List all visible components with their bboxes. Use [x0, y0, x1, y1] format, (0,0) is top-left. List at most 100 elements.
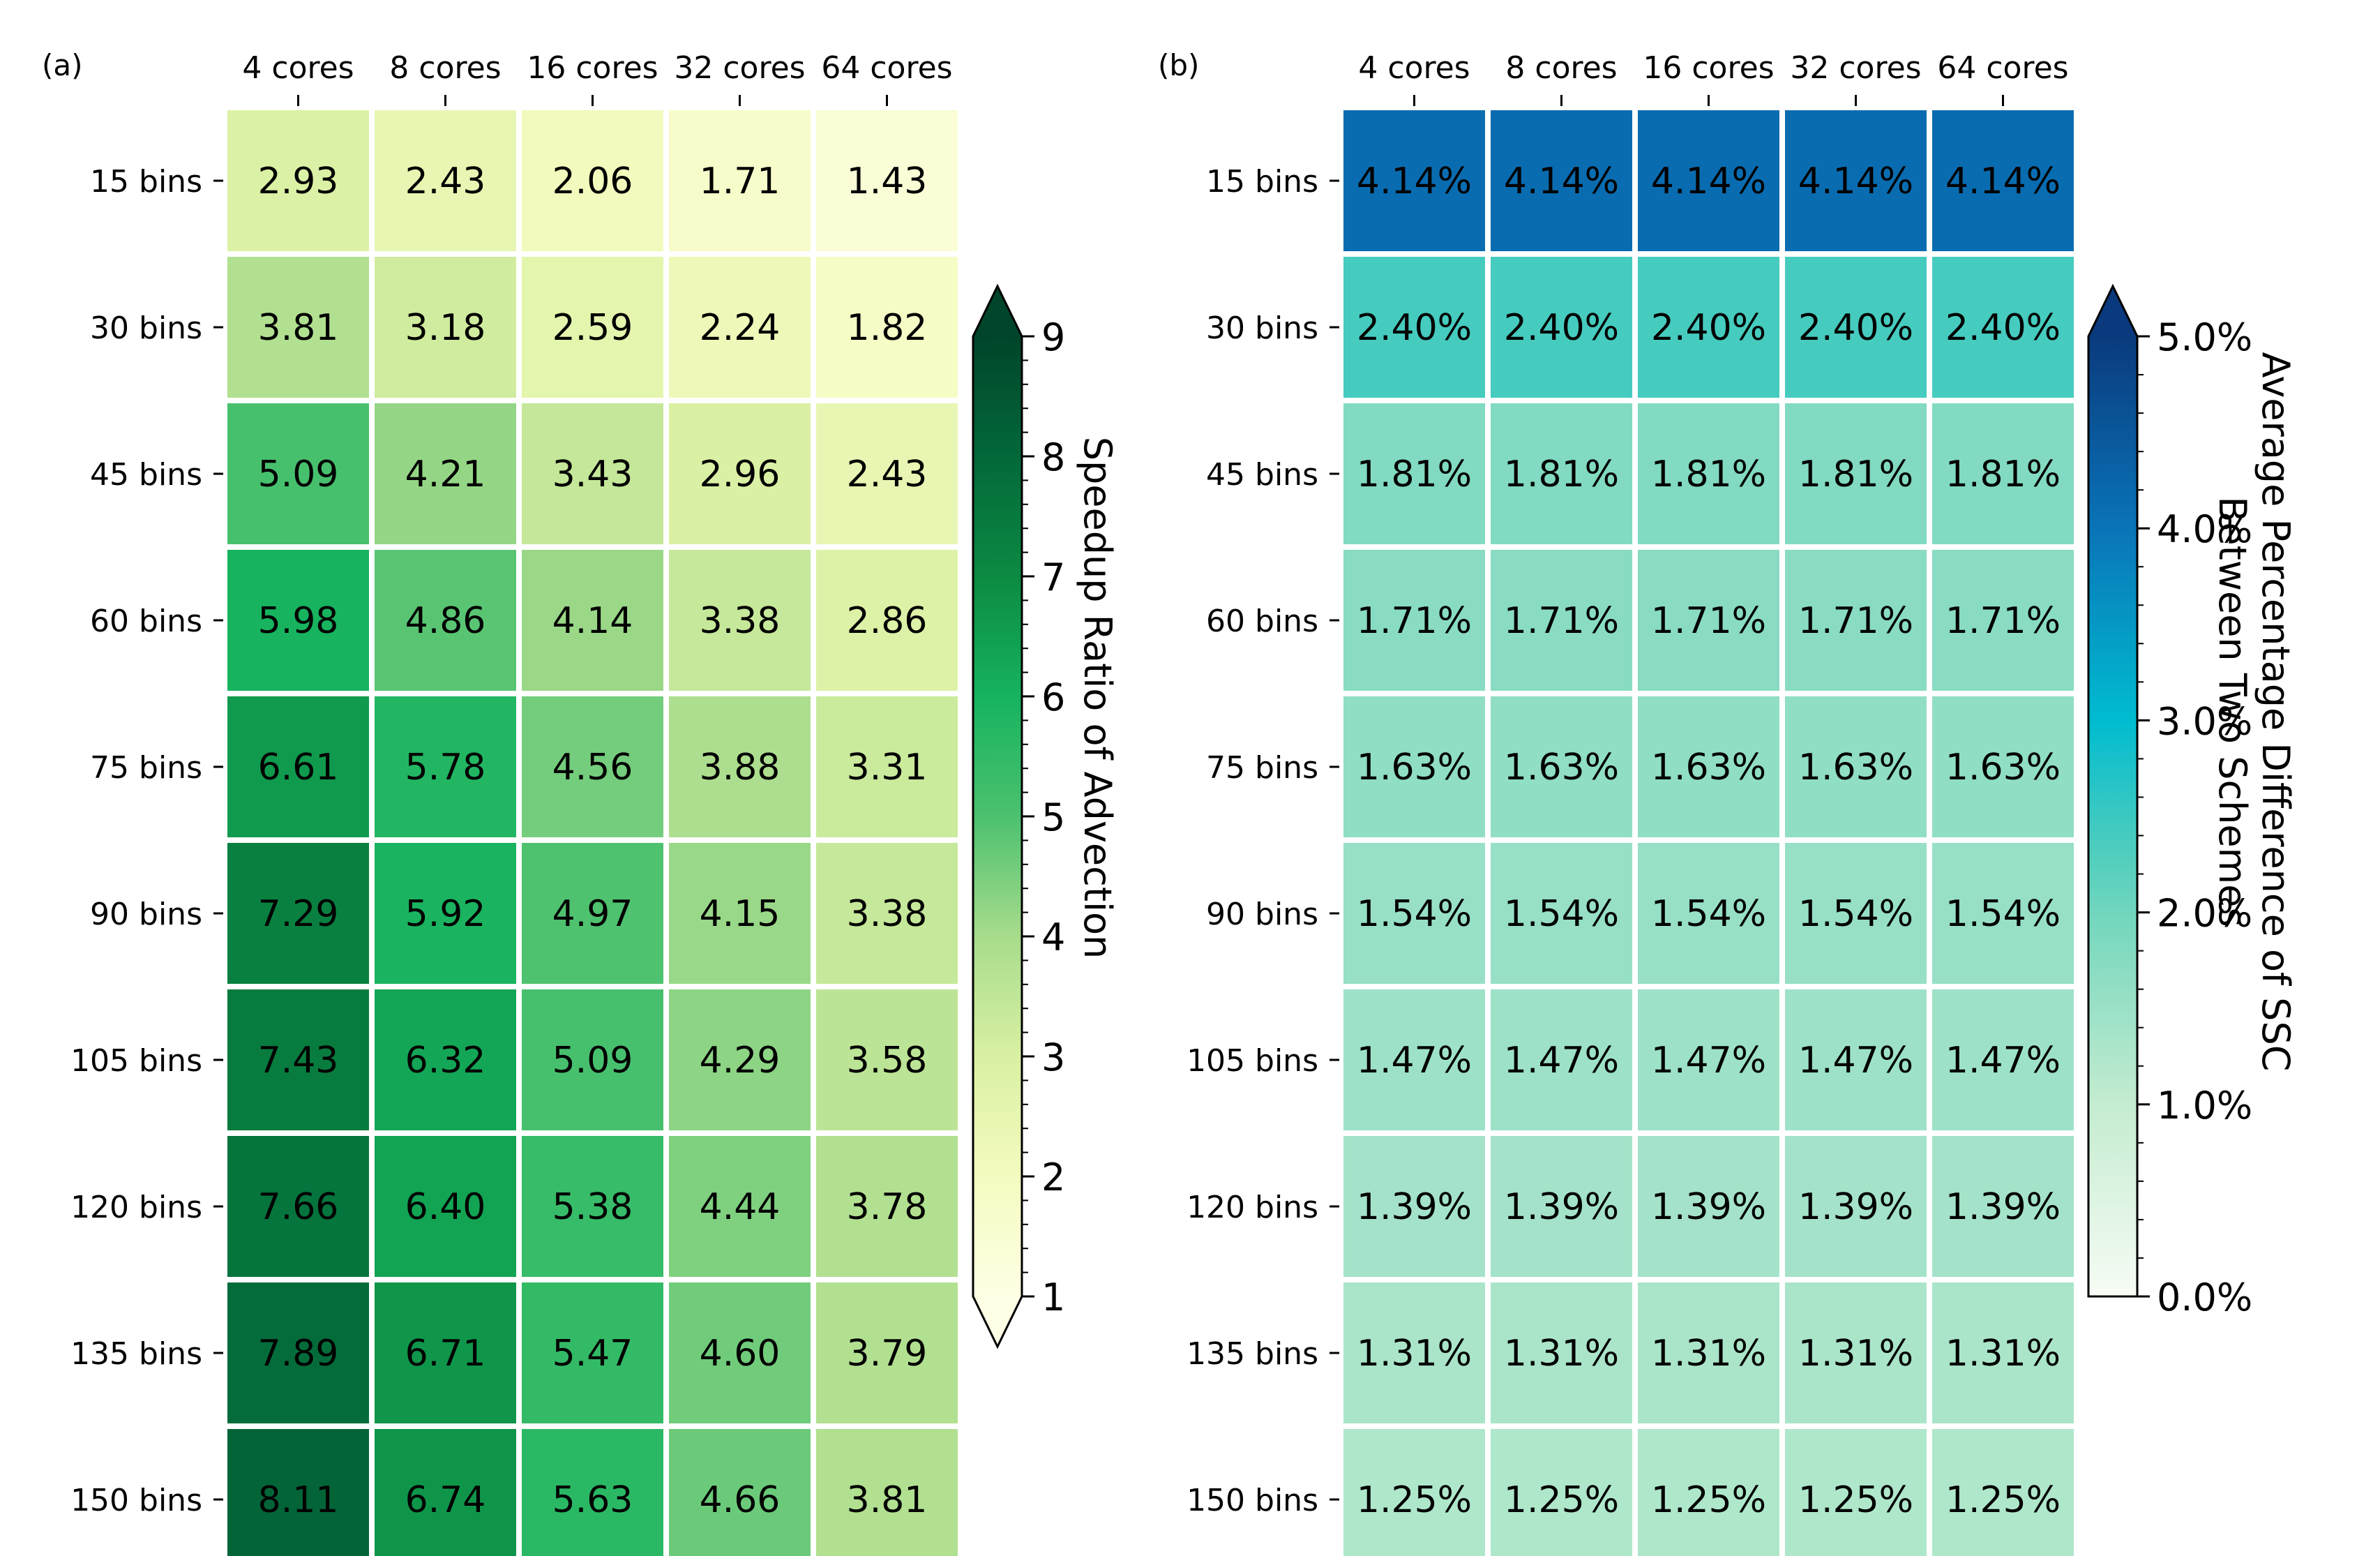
cell-value-label: 5.47 — [552, 1333, 633, 1375]
cell-value-label: 1.25% — [1651, 1479, 1766, 1521]
x-tick-label: 32 cores — [674, 50, 805, 86]
cell-value-label: 4.14 — [552, 600, 633, 642]
heatmap-cell — [1638, 403, 1779, 544]
cell-value-label: 4.14% — [1504, 160, 1619, 202]
cell-value-label: 1.25% — [1798, 1479, 1913, 1521]
colorbar-tick-label: 3 — [1041, 1035, 1065, 1079]
cell-value-label: 4.29 — [700, 1040, 781, 1082]
y-tick-label: 75 bins — [1206, 750, 1318, 786]
heatmap-cell — [1785, 110, 1927, 251]
y-tick-label: 105 bins — [1187, 1043, 1318, 1079]
cell-value-label: 5.63 — [552, 1479, 633, 1521]
cell-value-label: 4.14% — [1798, 160, 1913, 202]
heatmap-cell — [1343, 696, 1485, 837]
cell-value-label: 4.14% — [1651, 160, 1766, 202]
cell-value-label: 1.71% — [1504, 600, 1619, 642]
cell-value-label: 1.31% — [1357, 1333, 1472, 1375]
heatmap-cell — [816, 403, 958, 544]
heatmap-cell — [1343, 1282, 1485, 1423]
cell-value-label: 7.89 — [258, 1333, 339, 1375]
colorbar-body — [2088, 336, 2137, 1296]
cell-value-label: 7.43 — [258, 1040, 339, 1082]
colorbar-tick-label: 1 — [1041, 1276, 1065, 1319]
heatmap-cell — [1638, 989, 1779, 1130]
heatmap-cell — [1785, 1282, 1927, 1423]
cell-value-label: 1.39% — [1945, 1186, 2061, 1228]
heatmap-cell — [375, 843, 516, 984]
y-tick-label: 120 bins — [70, 1190, 202, 1225]
heatmap-cell — [227, 403, 369, 544]
cell-value-label: 1.25% — [1945, 1479, 2061, 1521]
heatmap-cell — [522, 110, 663, 251]
cell-value-label: 4.14% — [1357, 160, 1472, 202]
cell-value-label: 1.71% — [1945, 600, 2061, 642]
cell-value-label: 1.54% — [1504, 893, 1619, 935]
heatmap-cell — [1932, 403, 2074, 544]
cell-value-label: 3.18 — [405, 307, 486, 349]
y-tick-label: 150 bins — [1187, 1483, 1318, 1518]
heatmap-cell — [669, 550, 811, 691]
heatmap-cell — [669, 110, 811, 251]
x-tick-label: 16 cores — [527, 50, 658, 86]
colorbar-tick-label: 1.0% — [2157, 1084, 2252, 1128]
heatmap-cell — [1785, 403, 1927, 544]
panel-label: (a) — [42, 48, 83, 82]
cell-value-label: 5.09 — [258, 454, 339, 495]
heatmap-cell — [1638, 843, 1779, 984]
cell-value-label: 3.81 — [258, 307, 339, 349]
heatmap-cell — [816, 696, 958, 837]
heatmap-cell — [375, 550, 516, 691]
cell-value-label: 5.09 — [552, 1040, 633, 1082]
heatmap-cell — [1343, 403, 1485, 544]
cell-value-label: 4.97 — [552, 893, 633, 935]
cell-value-label: 4.21 — [405, 454, 486, 495]
heatmap-cell — [1343, 1429, 1485, 1556]
cell-value-label: 3.78 — [847, 1186, 928, 1228]
colorbar-tick-label: 3.0% — [2157, 699, 2252, 743]
cell-value-label: 4.15 — [700, 893, 781, 935]
heatmap-cell — [227, 1282, 369, 1423]
colorbar-tick-label: 7 — [1041, 555, 1065, 599]
heatmap-cell — [227, 550, 369, 691]
colorbar-tick-label: 2.0% — [2157, 892, 2252, 936]
heatmap-cell — [227, 110, 369, 251]
heatmap-cell — [669, 1429, 811, 1556]
cell-value-label: 3.43 — [552, 454, 633, 495]
y-tick-label: 135 bins — [70, 1336, 202, 1372]
heatmap-cell — [1932, 1282, 2074, 1423]
heatmap-cell — [1491, 696, 1632, 837]
cell-value-label: 1.54% — [1357, 893, 1472, 935]
heatmap-cell — [816, 1282, 958, 1423]
heatmap-cell — [375, 989, 516, 1130]
cell-value-label: 1.81% — [1798, 454, 1913, 495]
cell-value-label: 3.81 — [847, 1479, 928, 1521]
heatmap-cell — [669, 843, 811, 984]
heatmap-cell — [522, 1282, 663, 1423]
cell-value-label: 3.38 — [847, 893, 928, 935]
cell-value-label: 1.81% — [1945, 454, 2061, 495]
heatmap-cell — [1785, 257, 1927, 398]
cell-value-label: 1.39% — [1357, 1186, 1472, 1228]
panel-label: (b) — [1158, 48, 1199, 82]
heatmap-cell — [1491, 1282, 1632, 1423]
colorbar-max-extension — [973, 286, 1022, 336]
cell-value-label: 4.66 — [700, 1479, 781, 1521]
heatmap-cell — [1491, 1429, 1632, 1556]
heatmap-cell — [1343, 1136, 1485, 1277]
colorbar-max-extension — [2088, 286, 2137, 336]
heatmap-cell — [522, 1136, 663, 1277]
heatmap-cell — [816, 1136, 958, 1277]
cell-value-label: 5.98 — [258, 600, 339, 642]
heatmap-cell — [375, 257, 516, 398]
y-tick-label: 90 bins — [1206, 897, 1318, 932]
heatmap-cell — [1491, 403, 1632, 544]
colorbar-label: Speedup Ratio of Advection — [1076, 437, 1120, 959]
colorbar-label-line: Average Percentage Difference of SSC — [2254, 352, 2298, 1072]
cell-value-label: 1.63% — [1945, 747, 2061, 788]
colorbar-tick-label: 8 — [1041, 435, 1065, 479]
heatmap-cell — [522, 989, 663, 1130]
cell-value-label: 1.31% — [1651, 1333, 1766, 1375]
y-tick-label: 135 bins — [1187, 1336, 1318, 1372]
cell-value-label: 1.81% — [1651, 454, 1766, 495]
x-tick-label: 4 cores — [1358, 50, 1470, 86]
